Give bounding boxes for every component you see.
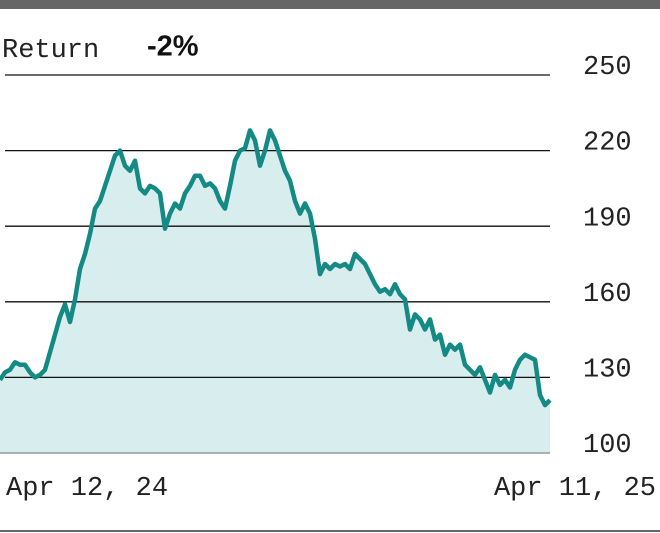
return-value: -2% [147,31,199,63]
chart-title: Return [2,36,99,66]
y-tick-label: 160 [583,280,632,310]
x-tick-label: Apr 12, 24 [6,474,168,504]
line [0,128,552,408]
plot: 100 130 160 190 220 250 Apr 12, 24 Apr 11, 25 [0,53,656,504]
y-tick-label: 190 [583,204,632,234]
y-tick-label: 100 [583,431,632,461]
y-tick-label: 220 [583,129,632,159]
y-tick-label: 250 [583,53,632,83]
top-bar [0,0,660,9]
x-tick-label: Apr 11, 25 [494,474,656,504]
y-tick-label: 130 [583,356,632,386]
area [0,130,550,453]
